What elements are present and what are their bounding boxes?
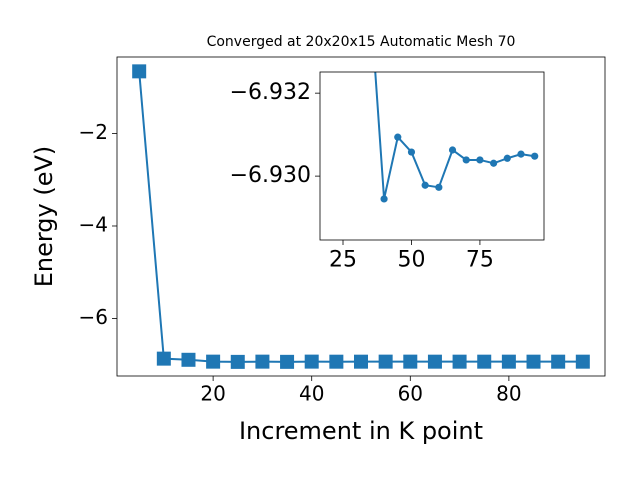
axes-background xyxy=(320,72,544,240)
data-point xyxy=(421,181,429,189)
data-point xyxy=(181,352,196,367)
x-tick-label: 60 xyxy=(398,382,423,406)
chart-title: Converged at 20x20x15 Automatic Mesh 70 xyxy=(207,34,516,50)
data-point xyxy=(490,159,498,167)
data-point xyxy=(517,150,525,158)
data-point xyxy=(575,354,590,369)
data-point xyxy=(407,148,416,156)
data-point xyxy=(378,354,393,369)
data-point xyxy=(526,354,541,369)
y-axis-label: Energy (eV) xyxy=(30,146,58,288)
data-point xyxy=(255,354,270,369)
y-tick-label: −6.930 xyxy=(230,163,311,188)
data-point xyxy=(476,156,484,164)
axes-frame xyxy=(319,71,545,241)
data-point xyxy=(156,351,171,366)
data-point xyxy=(435,183,443,191)
data-point xyxy=(304,354,319,369)
data-point xyxy=(329,354,344,369)
data-point xyxy=(477,354,492,369)
y-tick-label: −6 xyxy=(79,305,108,329)
data-point xyxy=(503,154,511,162)
x-tick-label: 40 xyxy=(299,382,324,406)
data-point xyxy=(501,354,516,369)
plot-area xyxy=(374,72,539,203)
data-point xyxy=(403,354,418,369)
data-point xyxy=(452,354,467,369)
data-point xyxy=(427,354,442,369)
data-point xyxy=(394,133,402,141)
x-axis-label: Increment in K point xyxy=(239,417,483,445)
plot-area xyxy=(132,64,590,369)
y-tick-label: −4 xyxy=(79,212,108,236)
y-tick-label: −6.932 xyxy=(230,80,311,105)
x-tick-label: 20 xyxy=(200,382,225,406)
data-point xyxy=(380,195,388,203)
data-point xyxy=(132,64,147,79)
data-point xyxy=(462,156,470,164)
data-point xyxy=(280,354,295,369)
y-tick-label: −2 xyxy=(79,120,108,144)
data-point xyxy=(354,354,368,369)
data-point xyxy=(230,354,245,369)
x-tick-label: 25 xyxy=(329,247,357,272)
axes-frame xyxy=(116,56,606,377)
x-tick-label: 80 xyxy=(496,382,521,406)
data-point xyxy=(448,146,457,154)
x-tick-label: 50 xyxy=(397,247,425,272)
data-point xyxy=(206,354,221,369)
data-point xyxy=(531,152,539,160)
data-point xyxy=(551,354,566,369)
x-tick-label: 75 xyxy=(466,247,494,272)
